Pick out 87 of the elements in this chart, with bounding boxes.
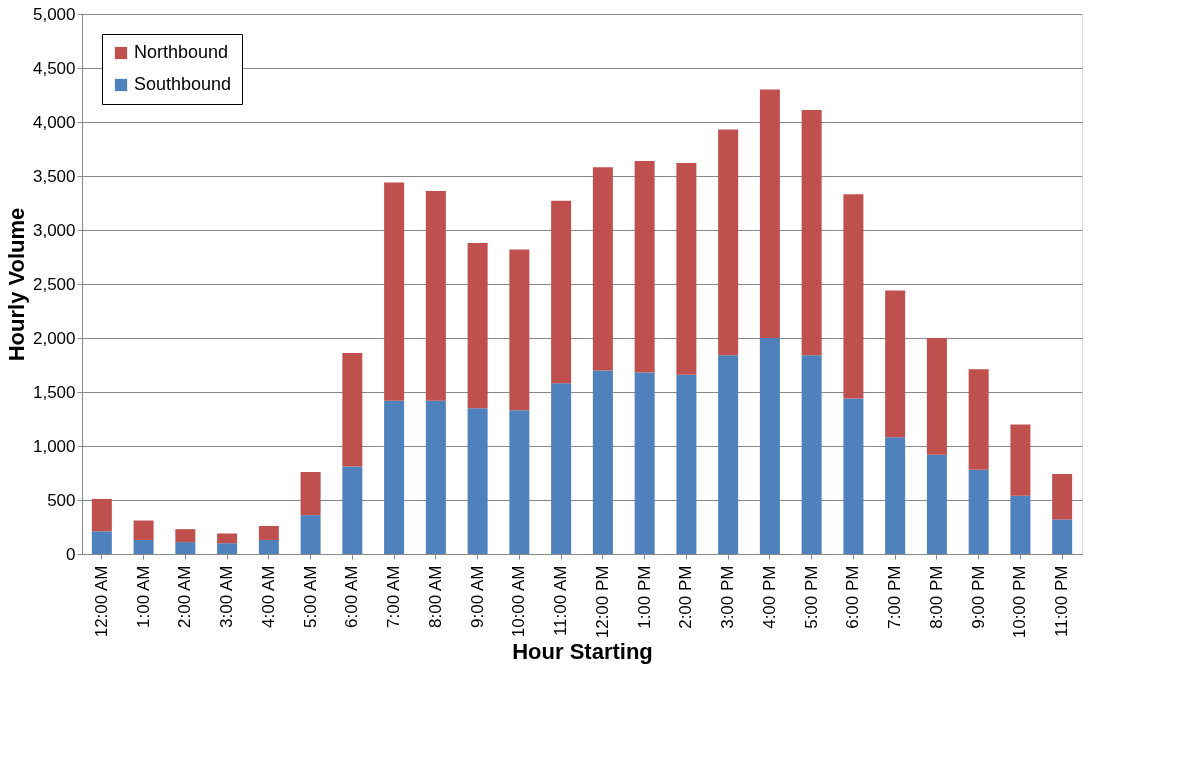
x-tick-label: 7:00 AM [384,565,404,628]
x-tick-label: 9:00 PM [968,565,988,629]
bar [258,525,279,540]
bar [342,353,363,467]
bar [91,531,112,554]
x-tick-label: 8:00 PM [926,565,946,629]
bar [843,194,864,399]
bar [551,383,572,554]
bar [217,543,238,554]
x-tick-label: 5:00 AM [300,565,320,628]
x-axis-title: Hour Starting [512,639,653,665]
y-tick-label: 5,000 [32,4,76,24]
bar [1052,519,1073,554]
bar [885,290,906,438]
bar [676,374,697,554]
bar [759,89,780,338]
y-tick-label: 4,500 [32,58,76,78]
bar [759,338,780,554]
x-tick-label: 2:00 AM [175,565,195,628]
bar [425,191,446,401]
bar [718,129,739,356]
bar [1052,474,1073,520]
bar [1010,424,1031,496]
bar [634,160,655,373]
bar [300,471,321,516]
bar [342,466,363,554]
x-tick-label: 9:00 AM [467,565,487,628]
x-tick-label: 10:00 AM [509,565,529,638]
legend-label: Northbound [134,42,229,62]
x-tick-label: 6:00 PM [843,565,863,629]
bar [801,355,822,554]
legend-label: Southbound [134,74,232,94]
bar [718,355,739,554]
bar [926,338,947,455]
x-tick-label: 11:00 PM [1052,565,1072,638]
bar [551,200,572,384]
bar [801,110,822,356]
x-tick-label: 5:00 PM [801,565,821,629]
x-tick-label: 12:00 PM [592,565,612,639]
bar [258,539,279,554]
y-tick-label: 1,500 [32,382,76,402]
bar [509,410,530,554]
x-tick-label: 4:00 PM [759,565,779,629]
bar [592,370,613,554]
bar [968,469,989,554]
x-tick-label: 3:00 PM [718,565,738,629]
y-tick-label: 3,000 [32,220,76,240]
bar [467,242,488,409]
bar [175,542,196,554]
bar [91,498,112,532]
bar [592,167,613,371]
x-tick-label: 11:00 AM [551,565,571,637]
bar [384,182,405,401]
x-tick-label: 2:00 PM [676,565,696,629]
y-axis-title: Hourly Volume [3,207,29,362]
x-tick-label: 10:00 PM [1010,565,1030,639]
bar [133,520,154,540]
y-tick-label: 2,000 [32,328,76,348]
y-tick-label: 1,000 [32,436,76,456]
y-tick-label: 2,500 [32,274,76,294]
bar [467,408,488,554]
y-tick-label: 500 [47,490,76,510]
bar [843,398,864,554]
bar [217,533,238,544]
bar [676,163,697,375]
y-tick-label: 3,500 [32,166,76,186]
x-tick-label: 7:00 PM [885,565,905,629]
bar [885,437,906,554]
y-tick-label: 4,000 [32,112,76,132]
x-tick-label: 6:00 AM [342,565,362,628]
x-tick-label: 8:00 AM [425,565,445,628]
y-tick-label: 0 [66,544,76,564]
bar [968,369,989,470]
bar [175,529,196,543]
bar [926,454,947,554]
bar [384,400,405,554]
bar [1010,495,1031,554]
bar [133,539,154,554]
bar [634,372,655,554]
x-tick-label: 1:00 PM [634,565,654,629]
x-tick-label: 12:00 AM [91,565,111,638]
x-tick-label: 1:00 AM [133,565,153,628]
bar [300,515,321,554]
bar [425,400,446,554]
x-tick-label: 3:00 AM [217,565,237,628]
bar [509,249,530,411]
x-tick-label: 4:00 AM [258,565,278,628]
